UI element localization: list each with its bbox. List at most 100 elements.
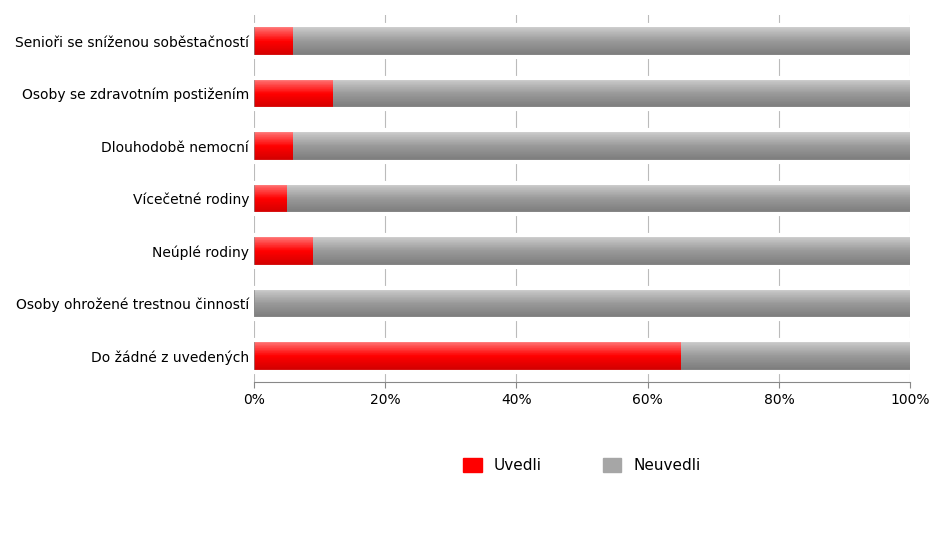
Bar xyxy=(254,27,293,28)
Bar xyxy=(254,197,286,198)
Bar xyxy=(254,150,293,151)
Bar xyxy=(286,204,909,205)
Bar xyxy=(293,45,909,46)
Bar xyxy=(286,211,909,212)
Bar xyxy=(254,86,332,87)
Bar xyxy=(680,355,909,356)
Bar xyxy=(312,236,909,237)
Bar xyxy=(332,85,909,86)
Bar xyxy=(254,91,332,92)
Bar xyxy=(254,196,286,197)
Bar xyxy=(332,86,909,87)
Bar xyxy=(312,250,909,251)
Bar xyxy=(332,92,909,93)
Bar xyxy=(254,79,332,80)
Bar xyxy=(332,107,909,108)
Bar xyxy=(254,317,909,318)
Bar xyxy=(332,98,909,99)
Bar xyxy=(332,102,909,103)
Bar xyxy=(254,340,680,341)
Bar xyxy=(286,185,909,186)
Bar xyxy=(254,240,312,241)
Bar xyxy=(293,54,909,55)
Bar xyxy=(254,210,286,211)
Bar xyxy=(254,367,680,368)
Bar xyxy=(293,135,909,136)
Bar xyxy=(254,36,293,37)
Bar xyxy=(254,139,293,140)
Bar xyxy=(254,81,332,82)
Bar xyxy=(254,141,293,142)
Bar xyxy=(254,103,332,104)
Bar xyxy=(254,365,680,366)
Bar xyxy=(332,99,909,100)
Bar xyxy=(254,31,293,32)
Bar xyxy=(254,187,286,188)
Bar xyxy=(254,156,293,157)
Bar xyxy=(254,249,312,250)
Bar xyxy=(254,366,680,367)
Bar xyxy=(254,134,293,135)
Bar xyxy=(254,288,909,289)
Bar xyxy=(312,266,909,267)
Bar xyxy=(254,38,293,40)
Bar xyxy=(332,79,909,80)
Bar xyxy=(332,108,909,109)
Bar xyxy=(254,33,293,34)
Bar xyxy=(254,314,909,315)
Bar xyxy=(286,201,909,202)
Bar xyxy=(254,207,286,208)
Bar xyxy=(254,40,293,41)
Bar xyxy=(254,46,293,47)
Bar xyxy=(254,264,312,265)
Bar xyxy=(293,144,909,145)
Bar xyxy=(254,105,332,106)
Bar xyxy=(680,341,909,342)
Bar xyxy=(254,250,312,251)
Bar xyxy=(293,49,909,50)
Bar xyxy=(312,246,909,247)
Bar xyxy=(254,251,312,252)
Bar xyxy=(254,236,312,237)
Bar xyxy=(332,103,909,104)
Bar xyxy=(254,34,293,35)
Bar xyxy=(254,37,293,38)
Bar xyxy=(254,311,909,312)
Legend: Uvedli, Neuvedli: Uvedli, Neuvedli xyxy=(457,452,706,480)
Bar xyxy=(254,56,293,57)
Bar xyxy=(254,362,680,363)
Bar xyxy=(254,102,332,103)
Bar xyxy=(254,193,286,194)
Bar xyxy=(312,253,909,254)
Bar xyxy=(293,133,909,134)
Bar xyxy=(312,252,909,253)
Bar xyxy=(680,371,909,372)
Bar xyxy=(312,238,909,239)
Bar xyxy=(312,242,909,243)
Bar xyxy=(254,351,680,352)
Bar xyxy=(254,203,286,204)
Bar xyxy=(254,359,680,360)
Bar xyxy=(254,194,286,195)
Bar xyxy=(312,263,909,264)
Bar xyxy=(254,344,680,345)
Bar xyxy=(312,249,909,250)
Bar xyxy=(254,185,286,186)
Bar xyxy=(254,261,312,262)
Bar xyxy=(254,158,293,159)
Bar xyxy=(254,292,909,293)
Bar xyxy=(254,189,286,190)
Bar xyxy=(254,44,293,45)
Bar xyxy=(332,106,909,107)
Bar xyxy=(312,241,909,242)
Bar xyxy=(254,90,332,91)
Bar xyxy=(254,142,293,143)
Bar xyxy=(254,315,909,316)
Bar xyxy=(254,153,293,154)
Bar xyxy=(680,362,909,363)
Bar xyxy=(254,90,332,91)
Bar xyxy=(254,369,680,370)
Bar xyxy=(293,29,909,30)
Bar xyxy=(254,32,293,33)
Bar xyxy=(332,87,909,88)
